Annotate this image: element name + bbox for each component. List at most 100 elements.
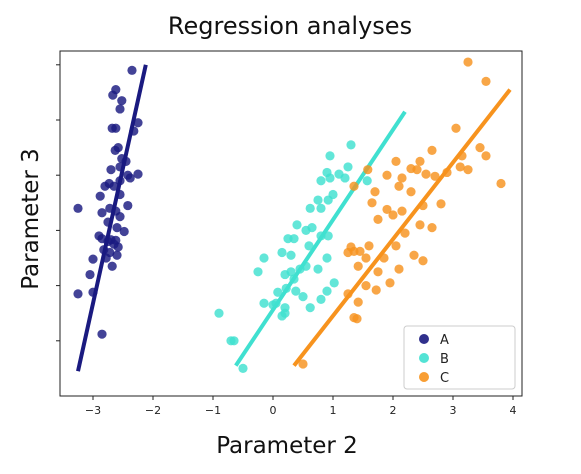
data-point-c: [418, 256, 428, 266]
data-point-c: [361, 253, 371, 263]
data-point-c: [421, 169, 431, 179]
data-point-c: [382, 204, 392, 215]
data-point-b: [226, 336, 236, 346]
data-point-c: [349, 313, 359, 323]
data-point-b: [286, 250, 296, 260]
x-tick-label: −2: [145, 404, 161, 417]
data-point-c: [436, 199, 446, 209]
data-point-c: [367, 198, 377, 208]
data-point-c: [430, 171, 440, 181]
data-point-c: [397, 206, 407, 216]
legend-marker-c: [419, 372, 429, 382]
data-point-b: [325, 151, 335, 161]
data-point-b: [343, 162, 353, 172]
legend: ABC: [403, 325, 516, 390]
data-point-c: [298, 359, 308, 369]
data-point-b: [273, 287, 283, 297]
data-point-c: [397, 173, 407, 183]
data-point-a: [85, 269, 95, 280]
data-point-b: [280, 269, 290, 280]
data-point-b: [323, 195, 333, 205]
regression-line-a: [76, 64, 148, 372]
data-point-a: [115, 189, 125, 200]
data-point-c: [406, 187, 416, 197]
data-point-b: [283, 234, 293, 244]
scatter-points: [73, 57, 506, 373]
data-point-a: [95, 191, 105, 201]
data-point-c: [455, 162, 465, 172]
data-point-b: [313, 195, 323, 205]
data-point-a: [117, 96, 127, 106]
data-point-b: [298, 292, 308, 302]
data-point-b: [253, 267, 263, 277]
data-point-c: [427, 145, 437, 155]
data-point-a: [103, 217, 113, 227]
x-tick-label: 0: [270, 404, 277, 417]
data-point-c: [391, 241, 401, 251]
data-point-b: [316, 203, 326, 213]
data-point-b: [340, 173, 350, 183]
data-point-a: [100, 181, 110, 191]
data-point-c: [382, 170, 392, 180]
data-point-a: [88, 254, 98, 264]
data-point-c: [371, 285, 381, 295]
data-point-b: [322, 253, 332, 263]
x-tick-label: 3: [450, 404, 457, 417]
data-point-c: [343, 289, 353, 299]
data-point-b: [301, 225, 311, 235]
data-point-c: [409, 250, 419, 260]
data-point-c: [353, 261, 363, 271]
data-point-b: [316, 231, 326, 241]
x-tick-label: −1: [205, 404, 221, 417]
x-tick-label: −3: [85, 404, 101, 417]
x-axis-label: Parameter 2: [216, 433, 358, 459]
data-point-c: [394, 264, 404, 274]
data-point-c: [412, 165, 422, 175]
data-point-c: [391, 156, 401, 166]
data-point-b: [305, 203, 315, 213]
data-point-b: [295, 264, 305, 274]
data-point-a: [115, 104, 125, 114]
data-point-b: [289, 274, 299, 284]
x-tick-label: 1: [330, 404, 337, 417]
data-point-c: [400, 228, 410, 238]
data-point-b: [329, 278, 339, 288]
data-point-a: [108, 90, 118, 100]
data-point-c: [481, 76, 491, 86]
data-point-c: [388, 210, 398, 220]
data-point-c: [457, 151, 467, 161]
data-point-a: [107, 123, 117, 133]
data-point-c: [349, 181, 359, 191]
chart-title: Regression analyses: [168, 12, 412, 40]
legend-label-b: B: [440, 352, 449, 367]
data-point-c: [481, 151, 491, 161]
data-point-b: [291, 286, 301, 296]
legend-label-a: A: [440, 333, 449, 348]
data-point-c: [361, 281, 371, 291]
data-point-c: [353, 297, 363, 307]
data-point-c: [363, 165, 373, 175]
y-axis-label: Parameter 3: [18, 148, 44, 290]
data-point-b: [259, 253, 269, 263]
data-point-b: [325, 173, 335, 183]
data-point-c: [415, 220, 425, 230]
data-point-b: [305, 303, 315, 313]
data-point-c: [364, 241, 374, 251]
data-point-c: [418, 200, 428, 211]
data-point-a: [121, 156, 131, 166]
data-point-a: [129, 126, 139, 136]
data-point-b: [316, 176, 326, 186]
data-point-c: [343, 247, 353, 258]
data-point-a: [113, 242, 123, 252]
data-point-b: [304, 241, 314, 251]
data-point-b: [323, 231, 333, 241]
data-point-c: [496, 178, 506, 189]
data-point-a: [97, 208, 107, 218]
data-point-c: [373, 214, 383, 224]
data-point-c: [394, 181, 404, 191]
legend-marker-b: [419, 353, 429, 363]
data-point-a: [110, 145, 120, 155]
data-point-a: [119, 226, 129, 237]
axis-ticks: −3 −2 −1 0 1 2 3 4: [56, 64, 517, 417]
